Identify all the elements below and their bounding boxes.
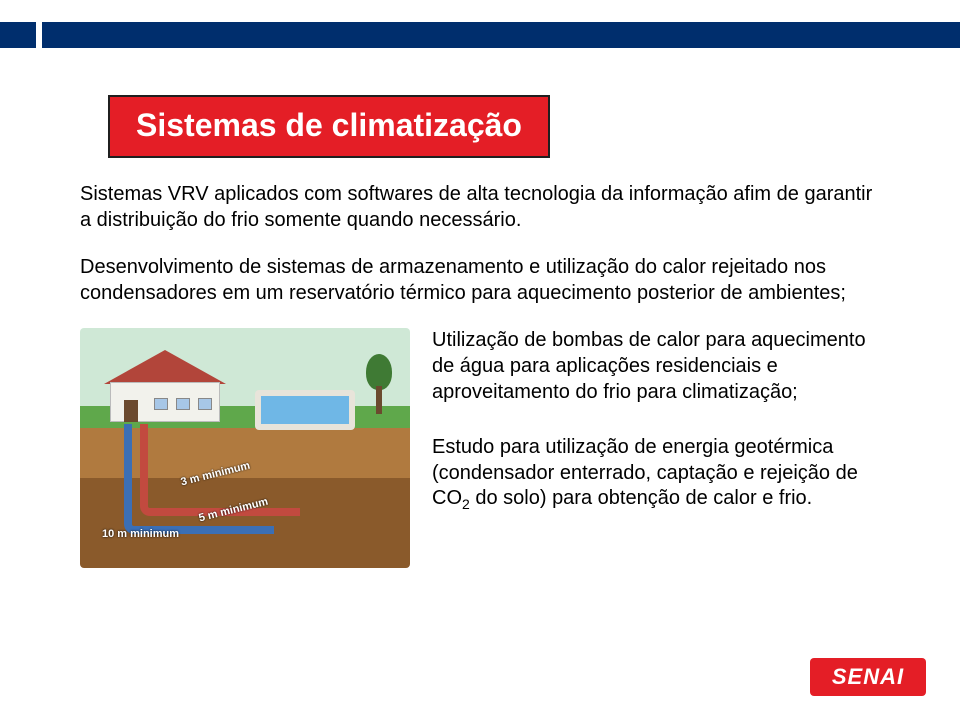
paragraph-1: Sistemas VRV aplicados com softwares de … [80, 182, 880, 233]
tree-icon [366, 354, 392, 414]
para4-subscript: 2 [462, 496, 470, 512]
senai-logo-text: SENAI [832, 664, 904, 690]
senai-logo: SENAI [810, 658, 926, 696]
content-row: 3 m minimum 5 m minimum 10 m minimum Uti… [80, 328, 880, 568]
paragraph-2: Desenvolvimento de sistemas de armazenam… [80, 255, 880, 306]
para4-post: do solo) para obtenção de calor e frio. [470, 487, 812, 509]
slide-title-box: Sistemas de climatização [108, 95, 550, 158]
right-column: Utilização de bombas de calor para aquec… [432, 328, 880, 514]
depth-label-10m: 10 m minimum [102, 528, 179, 540]
paragraph-3: Utilização de bombas de calor para aquec… [432, 328, 880, 405]
paragraph-4: Estudo para utilização de energia geotér… [432, 435, 880, 514]
geothermal-illustration: 3 m minimum 5 m minimum 10 m minimum [80, 328, 410, 568]
house-icon [110, 356, 220, 422]
slide-title: Sistemas de climatização [136, 107, 522, 143]
slide-content: Sistemas de climatização Sistemas VRV ap… [80, 95, 880, 568]
accent-segment-small [0, 22, 36, 48]
accent-segment-main [42, 22, 960, 48]
header-accent-bar [0, 22, 960, 48]
